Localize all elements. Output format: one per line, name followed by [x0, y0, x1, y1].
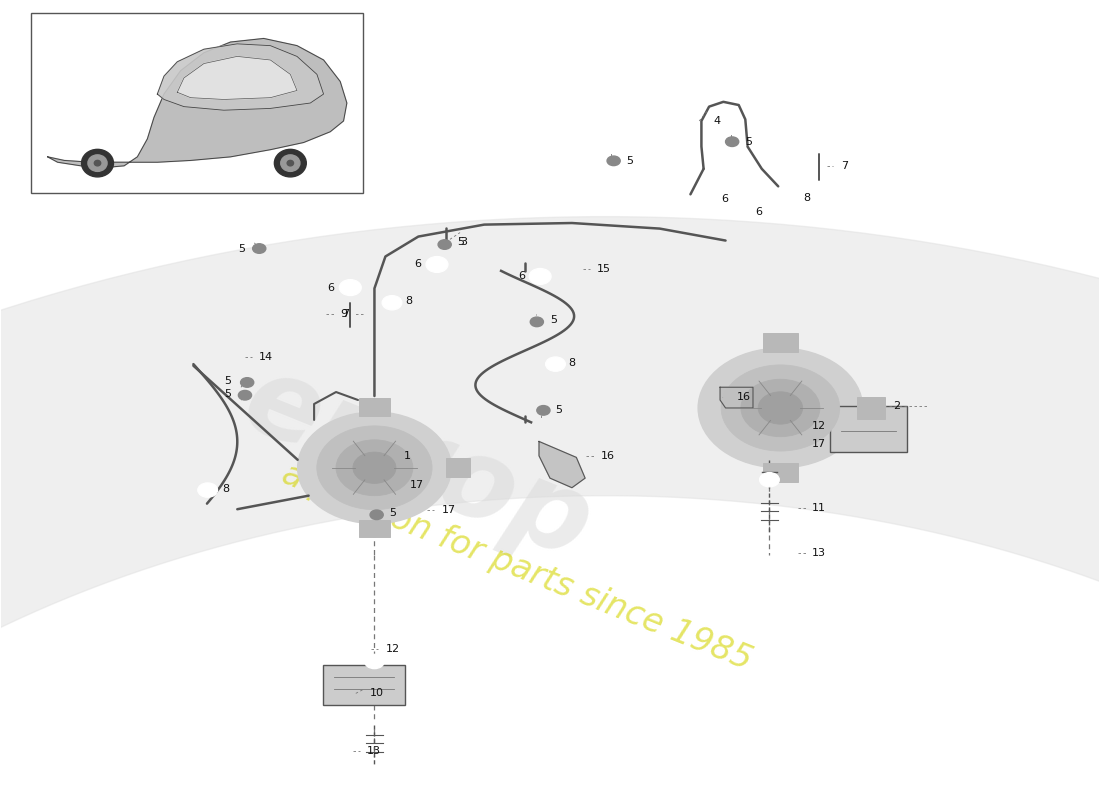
- Text: 6: 6: [518, 271, 525, 282]
- Bar: [359, 398, 389, 416]
- Text: 12: 12: [812, 422, 826, 431]
- Circle shape: [546, 357, 565, 371]
- Polygon shape: [0, 217, 1100, 800]
- Circle shape: [336, 440, 412, 496]
- Circle shape: [353, 452, 396, 483]
- Text: 6: 6: [755, 207, 762, 217]
- Circle shape: [317, 426, 432, 510]
- Text: 5: 5: [626, 156, 632, 166]
- Text: 15: 15: [597, 264, 612, 274]
- Circle shape: [382, 295, 402, 310]
- Circle shape: [758, 392, 803, 424]
- Ellipse shape: [81, 150, 113, 177]
- Text: 1: 1: [404, 451, 411, 461]
- Text: 5: 5: [238, 243, 245, 254]
- Circle shape: [198, 483, 218, 498]
- Text: 7: 7: [840, 161, 848, 170]
- Text: 5: 5: [550, 315, 557, 326]
- Circle shape: [537, 406, 550, 415]
- Text: a passion for parts since 1985: a passion for parts since 1985: [277, 458, 757, 677]
- Bar: [446, 458, 470, 478]
- Text: 17: 17: [812, 439, 826, 449]
- Circle shape: [364, 654, 384, 669]
- Bar: [359, 519, 389, 537]
- Text: 5: 5: [456, 237, 464, 247]
- Text: 13: 13: [812, 548, 826, 558]
- Circle shape: [741, 379, 820, 437]
- Text: 6: 6: [327, 282, 333, 293]
- Circle shape: [779, 191, 799, 206]
- Text: 6: 6: [720, 194, 728, 204]
- Text: 10: 10: [370, 688, 384, 698]
- Text: 7: 7: [342, 309, 349, 319]
- Ellipse shape: [274, 150, 306, 177]
- Circle shape: [732, 191, 754, 207]
- Text: 8: 8: [569, 358, 575, 368]
- Text: 12: 12: [385, 644, 399, 654]
- Text: 8: 8: [405, 296, 412, 306]
- Text: 9: 9: [340, 309, 348, 319]
- Text: 6: 6: [415, 259, 421, 270]
- Circle shape: [767, 204, 788, 220]
- Ellipse shape: [280, 155, 300, 171]
- Text: 16: 16: [601, 451, 615, 461]
- Bar: [323, 666, 405, 706]
- Text: 16: 16: [737, 392, 750, 402]
- Ellipse shape: [88, 155, 107, 171]
- Circle shape: [698, 348, 862, 468]
- Text: 8: 8: [803, 193, 811, 202]
- Text: 17: 17: [409, 480, 424, 490]
- Circle shape: [438, 240, 451, 250]
- Circle shape: [253, 244, 266, 254]
- Polygon shape: [720, 387, 754, 408]
- Circle shape: [298, 412, 451, 523]
- Circle shape: [241, 378, 254, 387]
- Circle shape: [722, 365, 839, 451]
- Circle shape: [370, 510, 383, 519]
- Polygon shape: [177, 56, 297, 99]
- Bar: [829, 406, 906, 452]
- Circle shape: [530, 317, 543, 326]
- Text: 5: 5: [223, 389, 231, 398]
- Polygon shape: [157, 44, 323, 110]
- Circle shape: [339, 280, 361, 295]
- Circle shape: [607, 156, 620, 166]
- Text: 4: 4: [714, 116, 720, 126]
- Circle shape: [726, 137, 739, 146]
- Text: 5: 5: [388, 508, 396, 518]
- Circle shape: [529, 269, 551, 285]
- Circle shape: [760, 473, 779, 487]
- Text: 5: 5: [556, 405, 562, 414]
- Polygon shape: [47, 38, 347, 168]
- Circle shape: [239, 390, 252, 400]
- Text: 17: 17: [441, 505, 455, 515]
- Bar: [763, 333, 798, 352]
- Circle shape: [426, 257, 448, 273]
- Polygon shape: [539, 442, 585, 488]
- Text: 13: 13: [366, 746, 381, 756]
- Text: 2: 2: [893, 402, 901, 411]
- Ellipse shape: [287, 160, 294, 166]
- Ellipse shape: [95, 160, 101, 166]
- Text: europ: europ: [229, 346, 607, 582]
- Text: 8: 8: [222, 484, 229, 494]
- Bar: [31, 14, 363, 193]
- Bar: [763, 463, 798, 482]
- Text: 5: 5: [223, 376, 231, 386]
- Text: 5: 5: [746, 137, 752, 146]
- Text: 14: 14: [260, 352, 274, 362]
- Text: 11: 11: [812, 502, 826, 513]
- Text: 3: 3: [460, 237, 467, 247]
- Bar: [857, 397, 884, 419]
